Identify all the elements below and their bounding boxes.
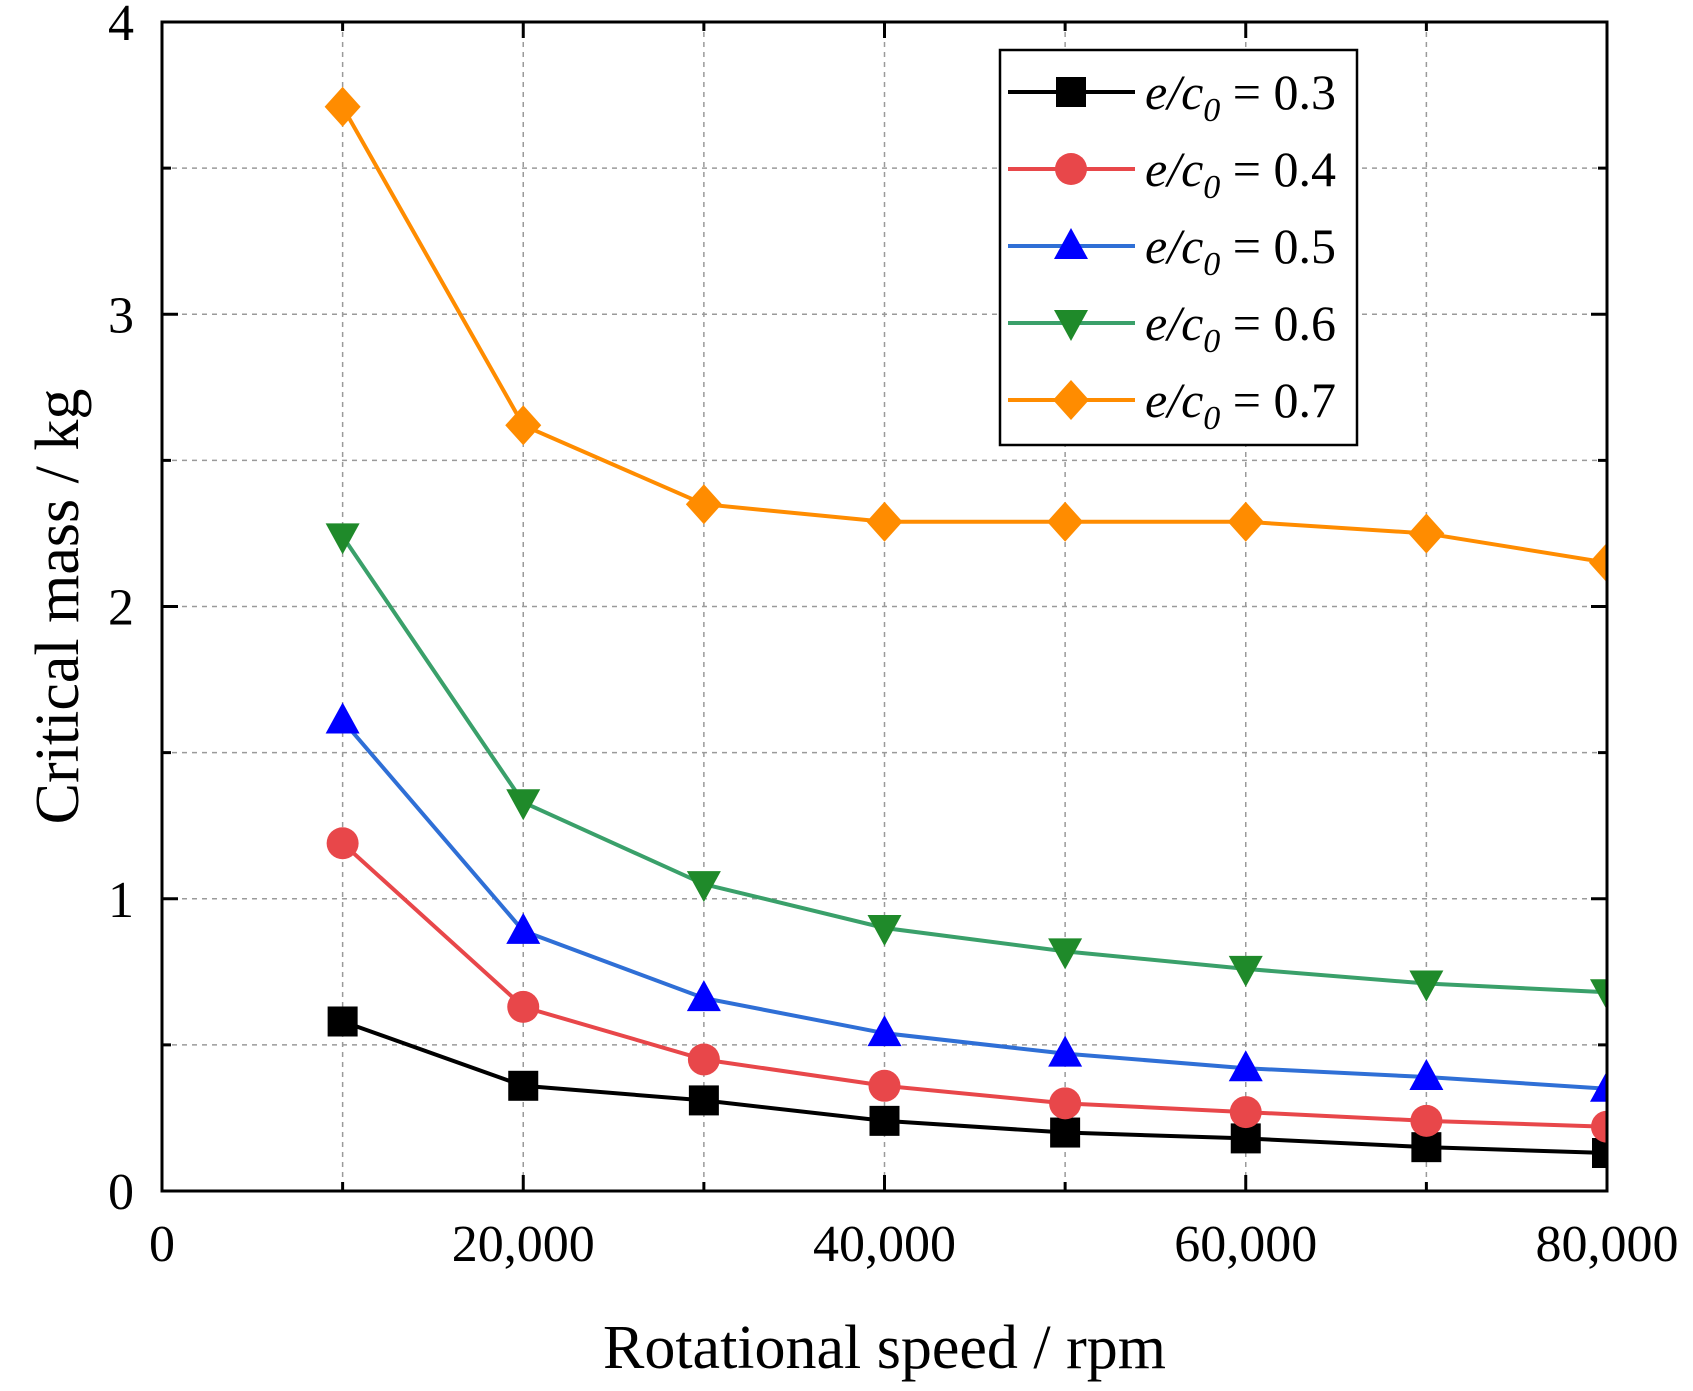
legend-subscript: 0 [1203, 246, 1220, 283]
data-point [686, 980, 721, 1012]
legend-marker [1054, 228, 1088, 259]
data-point [867, 914, 902, 946]
legend-value: = 0.7 [1220, 372, 1336, 428]
data-point [688, 1085, 719, 1116]
legend-subscript: 0 [1203, 400, 1220, 437]
data-point [505, 405, 542, 446]
y-tick-label: 1 [108, 872, 134, 929]
legend-marker [1056, 77, 1086, 107]
data-point [869, 1105, 900, 1136]
data-point [1227, 501, 1264, 542]
y-tick-label: 0 [108, 1164, 134, 1221]
data-point [1408, 513, 1445, 554]
data-point [1049, 1087, 1082, 1120]
data-point [325, 702, 360, 734]
data-point [1228, 955, 1263, 987]
series-2 [326, 827, 1607, 1143]
legend-label: e/c0 = 0.6 [1145, 295, 1336, 360]
tick-labels: 0 20,000 40,000 60,000 80,000 0 1 2 3 4 [108, 0, 1679, 1273]
data-point [326, 827, 359, 860]
legend: e/c0 = 0.3e/c0 = 0.4e/c0 = 0.5e/c0 = 0.6… [998, 48, 1359, 447]
series-line [341, 841, 1607, 1129]
series-4 [325, 523, 1607, 1011]
legend-marker [1055, 153, 1087, 185]
legend-subscript: 0 [1203, 169, 1220, 206]
data-point [866, 501, 903, 542]
data-point [508, 1070, 539, 1101]
series-layer [324, 86, 1607, 1169]
data-point [1589, 542, 1607, 583]
y-axis-title: Critical mass / kg [24, 389, 92, 825]
series-line [340, 105, 1607, 565]
series-5 [324, 86, 1607, 583]
legend-entry: e/c0 = 0.6 [1008, 295, 1336, 360]
data-point [1410, 1104, 1443, 1137]
y-tick-label: 2 [108, 580, 134, 637]
legend-label: e/c0 = 0.4 [1145, 141, 1336, 206]
data-point [868, 1069, 901, 1102]
data-point [1591, 1110, 1607, 1143]
data-point [867, 1015, 902, 1047]
x-tick-label: 80,000 [1536, 1216, 1679, 1273]
legend-ratio: e/c [1145, 218, 1203, 274]
data-point [1047, 501, 1084, 542]
data-point [1590, 979, 1607, 1011]
axis-ticks [160, 20, 1609, 1193]
legend-label: e/c0 = 0.7 [1145, 372, 1336, 437]
series-line [340, 535, 1607, 995]
legend-ratio: e/c [1145, 64, 1203, 120]
data-point [687, 1043, 720, 1076]
legend-subscript: 0 [1203, 92, 1220, 129]
data-point [327, 1006, 358, 1037]
legend-entry: e/c0 = 0.4 [1008, 141, 1336, 206]
legend-entry: e/c0 = 0.3 [1008, 64, 1336, 129]
series-1 [327, 1006, 1607, 1169]
y-tick-label: 4 [108, 0, 134, 52]
data-point [1590, 1070, 1607, 1102]
data-point [325, 523, 360, 555]
legend-label: e/c0 = 0.3 [1145, 64, 1336, 129]
data-point [686, 871, 721, 903]
data-point [1048, 1035, 1083, 1067]
data-point [1230, 1123, 1261, 1154]
legend-value: = 0.6 [1220, 295, 1336, 351]
data-point [685, 484, 722, 525]
legend-label: e/c0 = 0.5 [1145, 218, 1336, 283]
legend-ratio: e/c [1145, 372, 1203, 428]
legend-ratio: e/c [1145, 295, 1203, 351]
data-point [1050, 1117, 1081, 1148]
data-point [506, 789, 541, 821]
x-axis-title: Rotational speed / rpm [603, 1314, 1166, 1382]
x-tick-label: 20,000 [452, 1216, 595, 1273]
data-point [507, 990, 540, 1023]
data-point [324, 86, 361, 127]
data-point [1411, 1132, 1442, 1163]
series-3 [325, 702, 1607, 1102]
legend-entry: e/c0 = 0.5 [1008, 218, 1336, 283]
legend-ratio: e/c [1145, 141, 1203, 197]
data-point [506, 912, 541, 944]
data-point [1409, 1059, 1444, 1091]
series-line [341, 1019, 1607, 1156]
legend-value: = 0.3 [1220, 64, 1336, 120]
data-point [1228, 1050, 1263, 1082]
y-tick-label: 3 [108, 287, 134, 344]
data-point [1229, 1096, 1262, 1129]
data-point [1409, 970, 1444, 1002]
legend-value: = 0.4 [1220, 141, 1336, 197]
legend-entry: e/c0 = 0.7 [1008, 372, 1336, 437]
x-tick-label: 60,000 [1174, 1216, 1317, 1273]
legend-marker [1053, 380, 1089, 420]
legend-value: = 0.5 [1220, 218, 1336, 274]
legend-subscript: 0 [1203, 323, 1220, 360]
x-tick-label: 0 [149, 1216, 175, 1273]
data-point [1048, 938, 1083, 970]
data-point [1592, 1138, 1607, 1169]
series-line [341, 719, 1607, 1091]
x-tick-label: 40,000 [813, 1216, 956, 1273]
legend-marker [1054, 310, 1088, 341]
